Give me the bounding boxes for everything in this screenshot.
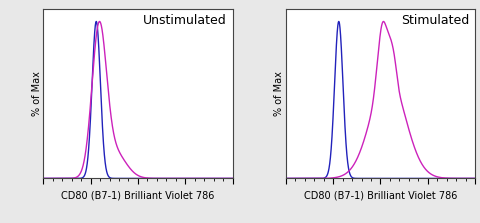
Text: Stimulated: Stimulated: [401, 14, 469, 27]
Y-axis label: % of Max: % of Max: [275, 71, 284, 116]
Text: Unstimulated: Unstimulated: [143, 14, 227, 27]
X-axis label: CD80 (B7-1) Brilliant Violet 786: CD80 (B7-1) Brilliant Violet 786: [61, 190, 215, 200]
Y-axis label: % of Max: % of Max: [32, 71, 42, 116]
X-axis label: CD80 (B7-1) Brilliant Violet 786: CD80 (B7-1) Brilliant Violet 786: [304, 190, 457, 200]
